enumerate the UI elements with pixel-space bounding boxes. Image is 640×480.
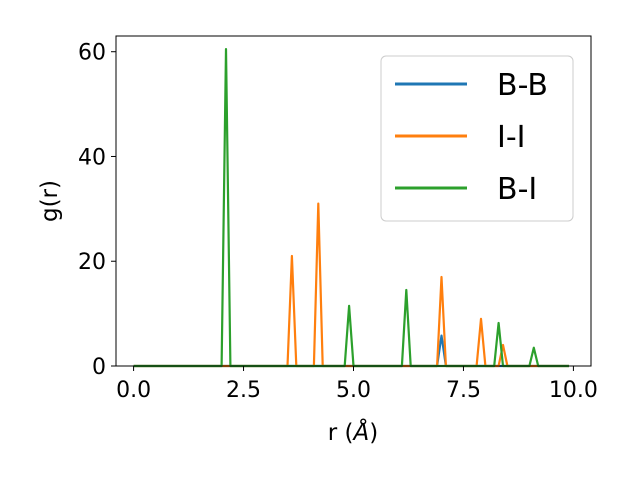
y-tick-label: 40: [78, 145, 106, 170]
legend-label-b-i: B-I: [497, 172, 537, 207]
series-line-b-i: [133, 47, 569, 368]
y-tick-label: 0: [92, 355, 106, 380]
legend: B-B I-I B-I: [380, 55, 574, 222]
x-tick-label: 5.0: [336, 378, 371, 403]
tick-layer: 0.0 2.5 5.0 7.5 10.0 0 20 40 60: [78, 41, 598, 403]
series-line-i-i: [133, 202, 569, 368]
y-axis-label: g(r): [37, 180, 63, 222]
x-tick-label: 10.0: [549, 378, 598, 403]
legend-box: [380, 55, 574, 222]
legend-label-b-b: B-B: [497, 68, 548, 103]
x-axis-label: r (Å): [328, 418, 378, 446]
legend-entries: B-B I-I B-I: [395, 68, 548, 207]
y-tick-label: 60: [78, 41, 106, 66]
x-tick-label: 2.5: [226, 378, 261, 403]
x-tick-label: 7.5: [446, 378, 481, 403]
legend-label-i-i: I-I: [497, 120, 526, 155]
y-tick-label: 20: [78, 250, 106, 275]
x-tick-label: 0.0: [116, 378, 151, 403]
